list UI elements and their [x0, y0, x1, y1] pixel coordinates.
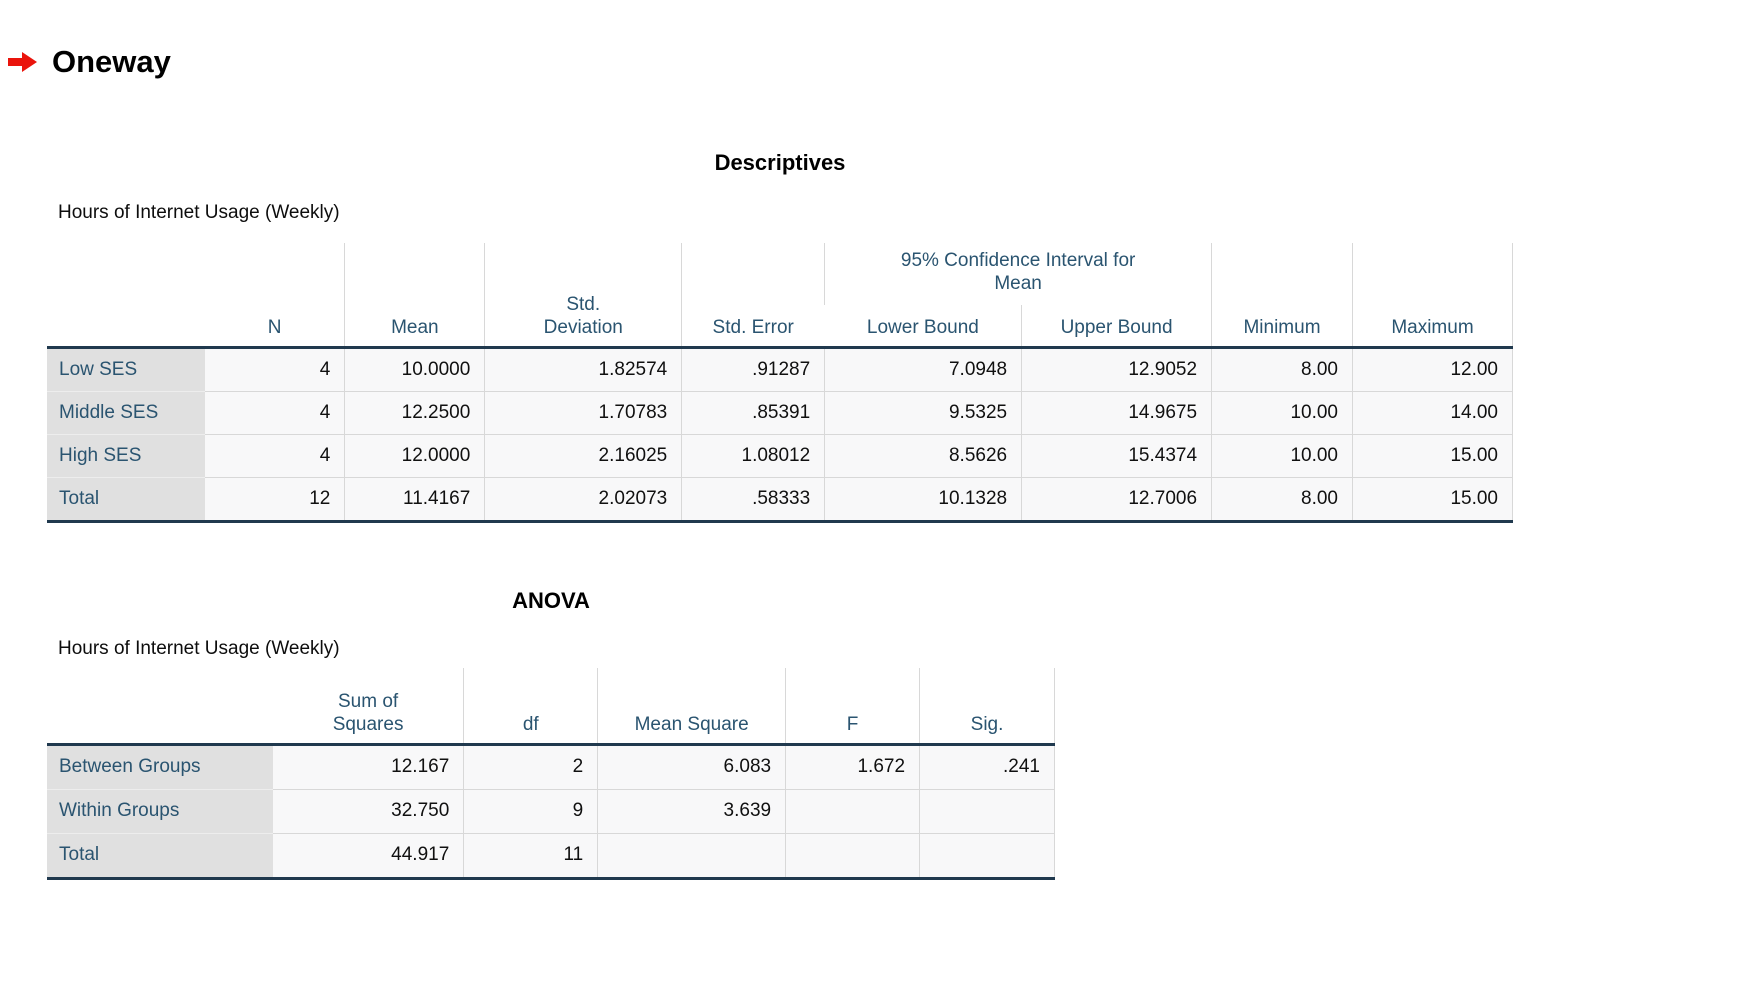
- table-row: Low SES 4 10.0000 1.82574 .91287 7.0948 …: [47, 345, 1514, 391]
- col-header-mean-square: Mean Square: [597, 668, 786, 744]
- col-header-mean: Mean: [344, 243, 485, 347]
- col-header-ci-group: 95% Confidence Interval for Mean: [824, 243, 1212, 305]
- cell-sum-of-squares: 12.167: [272, 742, 464, 789]
- cell-upper-bound: 15.4374: [1021, 433, 1212, 477]
- cell-f: [785, 788, 920, 833]
- cell-minimum: 10.00: [1211, 433, 1353, 477]
- cell-maximum: 15.00: [1351, 433, 1514, 477]
- cell-minimum: 10.00: [1211, 390, 1353, 434]
- cell-n: 4: [204, 433, 345, 477]
- cell-maximum: 14.00: [1351, 390, 1514, 434]
- cell-sig: .241: [919, 742, 1055, 789]
- anova-title: ANOVA: [512, 588, 590, 613]
- col-header-std-error: Std. Error: [681, 243, 825, 347]
- cell-df: 11: [463, 832, 598, 880]
- col-header-df: df: [463, 668, 598, 744]
- descriptives-title: Descriptives: [714, 150, 846, 175]
- row-label: Middle SES: [47, 390, 205, 434]
- cell-lower-bound: 9.5325: [824, 390, 1022, 434]
- table-row: Within Groups 32.750 9 3.639: [47, 788, 1055, 833]
- cell-std-error: 1.08012: [681, 433, 825, 477]
- row-label: High SES: [47, 433, 205, 477]
- table-row: Total 12 11.4167 2.02073 .58333 10.1328 …: [47, 476, 1514, 523]
- cell-n: 12: [204, 476, 345, 523]
- cell-df: 9: [463, 788, 598, 833]
- cell-mean: 11.4167: [344, 476, 485, 523]
- table-row: Between Groups 12.167 2 6.083 1.672 .241: [47, 742, 1055, 789]
- anova-section: ANOVA Hours of Internet Usage (Weekly) S…: [47, 588, 1055, 888]
- cell-df: 2: [463, 742, 598, 789]
- cell-lower-bound: 7.0948: [824, 345, 1022, 391]
- col-header-std-deviation: Std. Deviation: [484, 243, 682, 347]
- cell-upper-bound: 12.9052: [1021, 345, 1212, 391]
- cell-lower-bound: 10.1328: [824, 476, 1022, 523]
- row-label: Total: [47, 476, 205, 523]
- cell-std-deviation: 2.02073: [484, 476, 682, 523]
- table-row: High SES 4 12.0000 2.16025 1.08012 8.562…: [47, 433, 1514, 477]
- table-row: Total 44.917 11: [47, 832, 1055, 880]
- cell-std-deviation: 2.16025: [484, 433, 682, 477]
- header-row-1: N Mean Std. Deviation Std. Error 95% Con…: [47, 243, 1514, 347]
- cell-sig: [919, 832, 1055, 880]
- col-header-minimum: Minimum: [1211, 243, 1353, 347]
- row-label: Within Groups: [47, 788, 273, 833]
- row-label: Total: [47, 832, 273, 880]
- col-header-upper-bound: Upper Bound: [1021, 305, 1212, 347]
- cell-minimum: 8.00: [1211, 345, 1353, 391]
- cell-mean: 10.0000: [344, 345, 485, 391]
- cell-sig: [919, 788, 1055, 833]
- red-right-arrow-icon: [8, 52, 37, 72]
- cell-std-deviation: 1.82574: [484, 345, 682, 391]
- cell-lower-bound: 8.5626: [824, 433, 1022, 477]
- col-header-n: N: [204, 243, 345, 347]
- output-log-heading: Oneway: [8, 44, 171, 80]
- descriptives-section: Descriptives Hours of Internet Usage (We…: [47, 150, 1514, 530]
- cell-maximum: 15.00: [1351, 476, 1514, 523]
- cell-mean: 12.0000: [344, 433, 485, 477]
- cell-mean-square: [597, 832, 786, 880]
- anova-caption: Hours of Internet Usage (Weekly): [58, 638, 340, 659]
- col-header-sig: Sig.: [919, 668, 1055, 744]
- cell-maximum: 12.00: [1351, 345, 1514, 391]
- stub-header: [47, 668, 273, 744]
- cell-upper-bound: 14.9675: [1021, 390, 1212, 434]
- cell-sum-of-squares: 32.750: [272, 788, 464, 833]
- cell-mean-square: 3.639: [597, 788, 786, 833]
- cell-std-error: .58333: [681, 476, 825, 523]
- cell-std-deviation: 1.70783: [484, 390, 682, 434]
- col-header-f: F: [785, 668, 920, 744]
- col-header-lower-bound: Lower Bound: [824, 305, 1022, 347]
- cell-minimum: 8.00: [1211, 476, 1353, 523]
- cell-mean-square: 6.083: [597, 742, 786, 789]
- heading-title: Oneway: [52, 44, 171, 79]
- cell-n: 4: [204, 390, 345, 434]
- cell-std-error: .91287: [681, 345, 825, 391]
- cell-mean: 12.2500: [344, 390, 485, 434]
- descriptives-caption: Hours of Internet Usage (Weekly): [58, 202, 340, 223]
- col-header-sum-of-squares: Sum of Squares: [272, 668, 464, 744]
- cell-std-error: .85391: [681, 390, 825, 434]
- row-label: Between Groups: [47, 742, 273, 789]
- table-row: Middle SES 4 12.2500 1.70783 .85391 9.53…: [47, 390, 1514, 434]
- cell-upper-bound: 12.7006: [1021, 476, 1212, 523]
- row-label: Low SES: [47, 345, 205, 391]
- stub-header: [47, 243, 205, 347]
- cell-f: [785, 832, 920, 880]
- descriptives-table[interactable]: N Mean Std. Deviation Std. Error 95% Con…: [47, 243, 1514, 523]
- cell-sum-of-squares: 44.917: [272, 832, 464, 880]
- col-header-maximum: Maximum: [1351, 243, 1514, 347]
- cell-f: 1.672: [785, 742, 920, 789]
- cell-n: 4: [204, 345, 345, 391]
- header-row: Sum of Squares df Mean Square F Sig.: [47, 668, 1055, 744]
- header-row-2: Lower Bound Upper Bound: [47, 305, 1513, 347]
- anova-table[interactable]: Sum of Squares df Mean Square F Sig. Bet…: [47, 668, 1055, 880]
